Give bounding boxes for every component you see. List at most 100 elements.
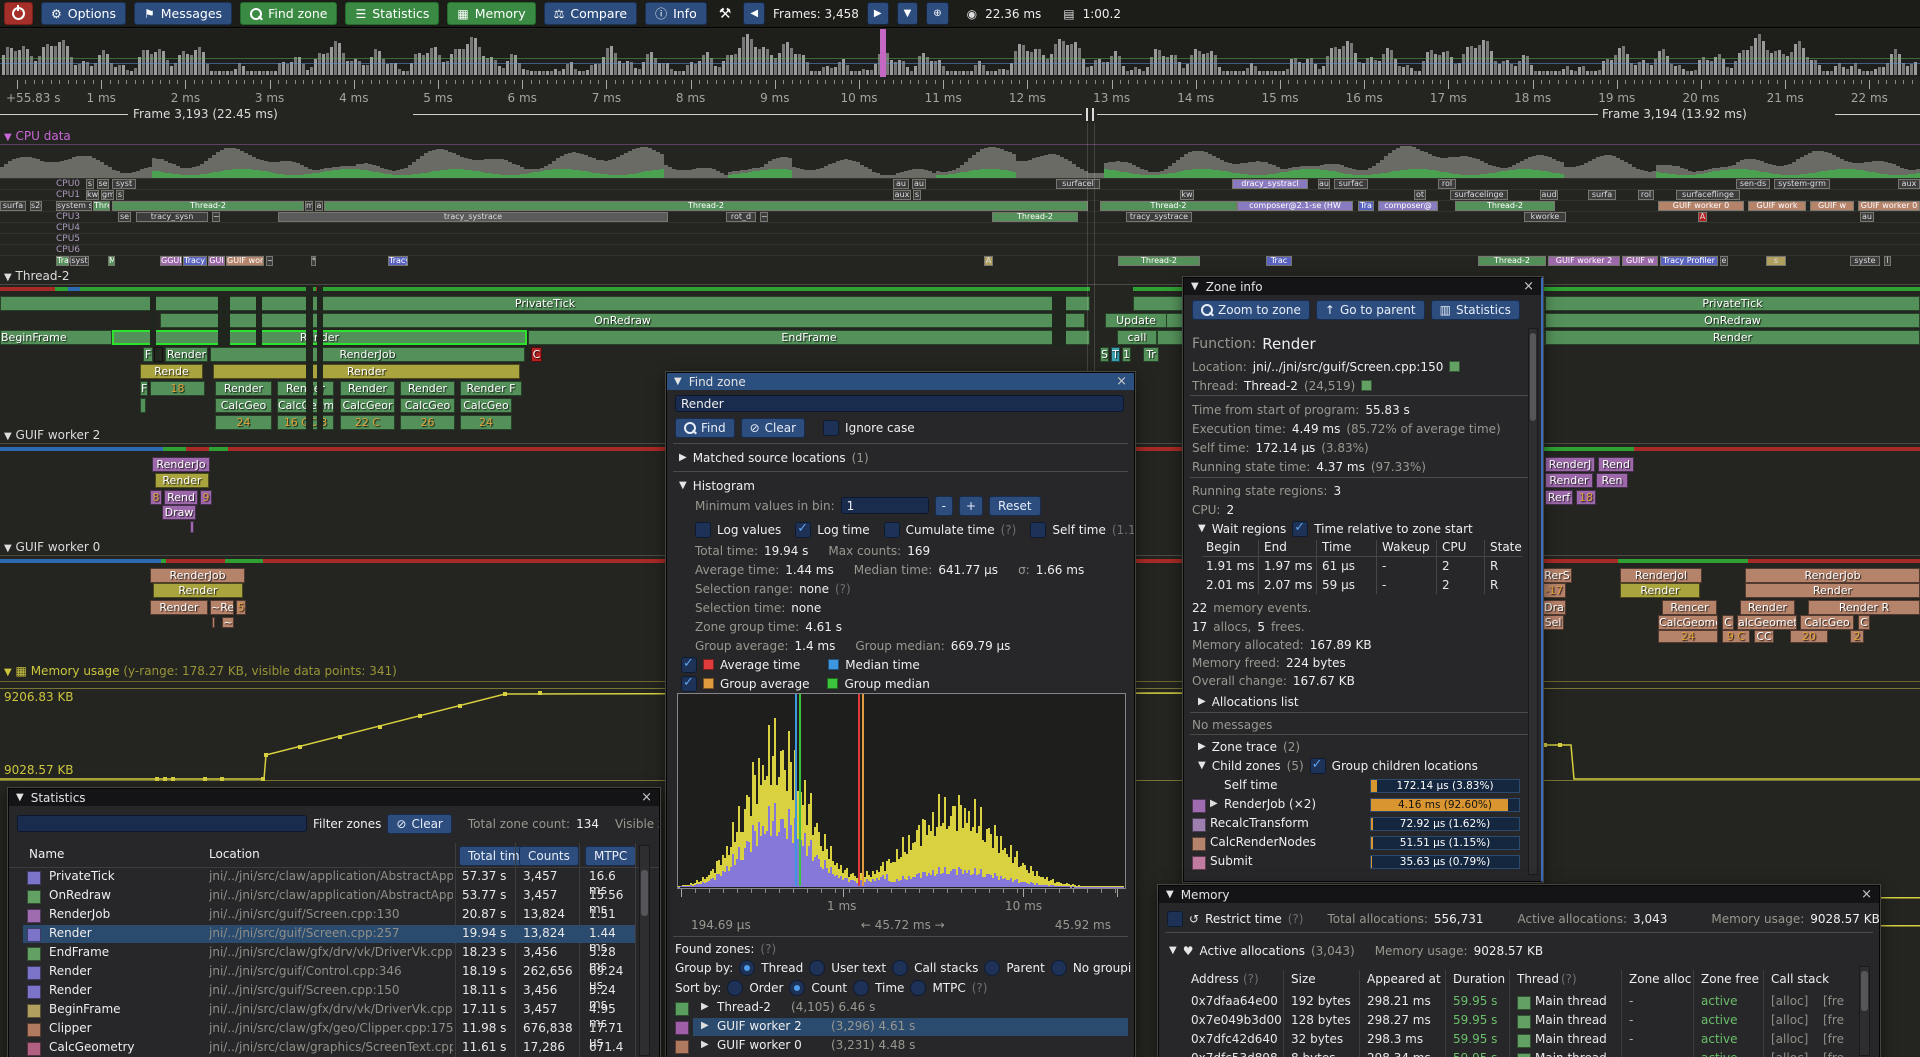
cpu-zone[interactable]: Tracy ( xyxy=(183,256,207,266)
scrollbar-thumb[interactable] xyxy=(1861,971,1868,1011)
find-zone-titlebar[interactable]: ▼ Find zone × xyxy=(667,373,1134,390)
cpu-zone[interactable]: surfac xyxy=(1334,179,1368,189)
cpu-zone[interactable]: Thread-2 xyxy=(112,201,304,211)
wait-col-header[interactable]: End xyxy=(1264,540,1287,554)
cpu-zone[interactable]: sen-ds xyxy=(1736,179,1770,189)
cpu-zone[interactable]: Thread-2 xyxy=(1100,201,1237,211)
cumulate-time-checkbox[interactable] xyxy=(883,521,900,538)
child-zone-row[interactable]: RecalcTransform 72.92 µs (1.62%) xyxy=(1184,815,1541,834)
table-row[interactable]: Render jni/../jni/src/guif/Screen.cpp:150… xyxy=(9,982,637,1011)
timeline-zone[interactable]: F xyxy=(143,347,153,362)
cpu-zone[interactable]: syste xyxy=(1850,256,1880,266)
memory-col-header[interactable]: Zone free xyxy=(1701,972,1760,986)
timeline-zone[interactable]: EndFrame xyxy=(528,330,1090,345)
timeline-zone[interactable]: S xyxy=(1100,347,1109,362)
cpu-zone[interactable]: Trac xyxy=(1266,256,1292,266)
column-counts[interactable]: Counts xyxy=(519,846,579,866)
collapse-icon[interactable]: ▼ xyxy=(4,431,12,442)
timeline-zone[interactable]: 18 xyxy=(150,381,205,396)
log-values-checkbox[interactable] xyxy=(695,521,711,538)
cpu-zone[interactable]: tracy_sysn xyxy=(136,212,208,222)
wait-regions-label[interactable]: Wait regions xyxy=(1211,521,1287,536)
timeline-zone[interactable]: PrivateTick xyxy=(0,296,1090,311)
close-icon[interactable]: × xyxy=(1861,887,1872,902)
options-button[interactable]: ⚙ Options xyxy=(41,2,126,25)
timeline-zone[interactable]: PrivateTick xyxy=(1545,296,1920,311)
table-row[interactable]: CalcGeometry jni/../jni/src/claw/graphics… xyxy=(9,1039,637,1057)
table-row[interactable]: RenderJob jni/../jni/src/guif/Screen.cpp:… xyxy=(9,906,637,935)
timeline-zone[interactable]: Ren xyxy=(1596,473,1628,488)
column-total-time[interactable]: Total tim xyxy=(459,846,529,866)
timeline-zone[interactable]: 5 xyxy=(236,600,246,615)
sort-by-radio-count[interactable] xyxy=(789,979,806,996)
timeline-zone[interactable]: 8 xyxy=(150,490,162,505)
group-by-radio-user-text[interactable] xyxy=(809,959,826,976)
expand-icon[interactable]: ▶ xyxy=(1198,696,1206,707)
timeline-zone[interactable]: 9 xyxy=(200,490,212,505)
cpu-zone[interactable]: a xyxy=(315,201,323,211)
min-bin-input[interactable]: 1 xyxy=(840,497,929,514)
timeline-zone[interactable]: Rende xyxy=(140,364,203,379)
cpu-zone[interactable]: ot xyxy=(1414,190,1426,200)
timeline-zone[interactable]: -17 xyxy=(1542,583,1566,598)
found-zone-group[interactable]: ▶ GUIF worker 0 (3,231) 4.48 s xyxy=(667,1037,1134,1056)
cpu-zone[interactable]: kw xyxy=(1180,190,1194,200)
cpu-zone[interactable]: surfa xyxy=(0,201,26,211)
table-row[interactable]: Clipper jni/../jni/src/claw/gfx/geo/Clipp… xyxy=(9,1020,637,1049)
cpu-zone[interactable]: surfacelinge xyxy=(1450,190,1508,200)
group-lines-checkbox[interactable] xyxy=(681,675,697,692)
cpu-zone[interactable]: surfaceflinge xyxy=(1676,190,1740,200)
timeline-zone[interactable]: Dra xyxy=(1542,600,1566,615)
timeline-zone[interactable]: Render xyxy=(213,364,520,379)
cpu-zone[interactable]: rol xyxy=(1638,190,1654,200)
timeline-zone[interactable]: Render xyxy=(165,347,208,362)
collapse-icon[interactable]: ▼ xyxy=(16,792,24,803)
expand-icon[interactable]: ▶ xyxy=(701,1001,709,1012)
cpu-zone[interactable]: s xyxy=(1766,256,1786,266)
self-time-checkbox[interactable] xyxy=(1030,521,1047,538)
sort-by-radio-time[interactable] xyxy=(853,979,870,996)
column-location[interactable]: Location xyxy=(209,846,260,861)
expand-icon[interactable]: ▶ xyxy=(1210,798,1218,809)
cpu-zone[interactable]: A xyxy=(984,256,993,266)
memory-row[interactable]: 0x7dfaa64e00 192 bytes 298.21 ms 59.95 s Mai… xyxy=(1159,993,1859,1012)
cpu-zone[interactable]: Tracy Profiler xyxy=(1660,256,1718,266)
cpu-zone[interactable]: s xyxy=(86,179,94,189)
memory-titlebar[interactable]: ▼ Memory × xyxy=(1159,886,1879,903)
timeline-zone[interactable] xyxy=(140,398,146,413)
collapse-icon[interactable]: ▼ xyxy=(4,667,12,678)
cpu-zone[interactable]: se xyxy=(118,212,131,222)
memory-col-header[interactable]: Appeared at xyxy=(1367,972,1441,986)
frame-label-right[interactable]: Frame 3,194 (13.92 ms) xyxy=(1602,107,1747,121)
cpu-zone[interactable]: gm xyxy=(101,190,114,200)
cpu-zone[interactable]: au xyxy=(912,179,926,189)
cpu-zone[interactable]: surfa xyxy=(1588,190,1616,200)
cpu-zone[interactable]: s xyxy=(116,190,124,200)
cpu-zone[interactable]: au xyxy=(1318,179,1330,189)
timeline-zone[interactable]: Tr xyxy=(1143,347,1159,362)
next-frame-button[interactable]: ▶ xyxy=(866,2,889,25)
group-by-radio-no-groupi[interactable] xyxy=(1050,959,1067,976)
cpu-zone[interactable]: system se xyxy=(56,201,92,211)
find-button[interactable]: Find xyxy=(675,417,735,438)
timeline-zone[interactable]: ~Re xyxy=(210,600,234,615)
cpu-zone[interactable]: GUIF wor xyxy=(226,256,264,266)
timeline-zone[interactable]: Render xyxy=(1620,583,1700,598)
avg-median-lines-checkbox[interactable] xyxy=(681,656,697,673)
timeline-zone[interactable] xyxy=(190,521,194,533)
frame-time-graph[interactable] xyxy=(0,29,1920,77)
group-by-radio-parent[interactable] xyxy=(984,959,1001,976)
child-zone-row[interactable]: CalcRenderNodes 51.51 µs (1.15%) xyxy=(1184,834,1541,853)
timeline-zone[interactable]: CalcGeo xyxy=(1800,615,1854,630)
zoom-to-zone-button[interactable]: Zoom to zone xyxy=(1192,299,1310,320)
timeline-zone[interactable]: Update xyxy=(1105,313,1167,328)
wait-col-header[interactable]: CPU xyxy=(1442,540,1467,554)
cpu-zone[interactable]: Tra xyxy=(1358,201,1374,211)
find-zone-histogram[interactable] xyxy=(677,693,1126,889)
zone-statistics-button[interactable]: ▥ Statistics xyxy=(1430,299,1520,320)
timeline-zone[interactable]: Draw xyxy=(162,505,196,520)
child-zone-row[interactable]: ▶ RenderJob (×2) 4.16 ms (92.60%) xyxy=(1184,796,1541,815)
timeline-zone[interactable]: 22 C xyxy=(340,415,395,430)
timeline-zone[interactable]: BeginFrame xyxy=(0,330,112,345)
cpu-zone[interactable]: Thread-2 xyxy=(992,212,1078,222)
